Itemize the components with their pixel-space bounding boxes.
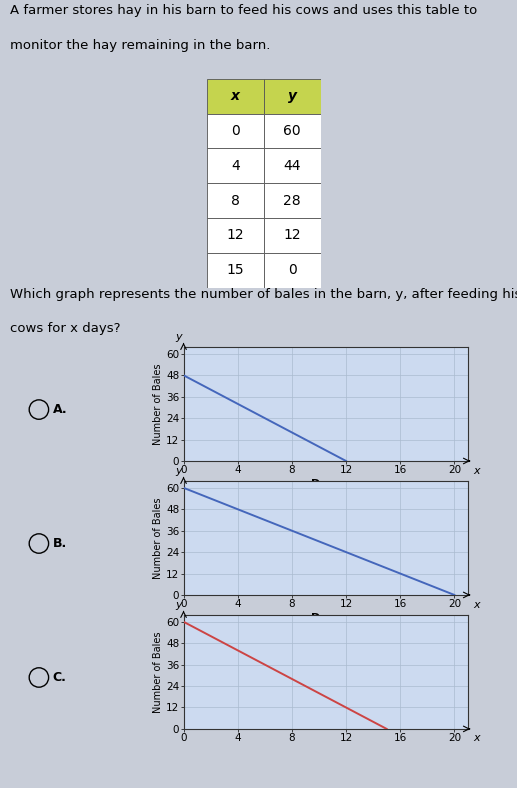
Text: 0: 0: [231, 124, 239, 138]
Text: y: y: [175, 466, 182, 476]
Text: y: y: [175, 600, 182, 610]
Text: Which graph represents the number of bales in the barn, y, after feeding his: Which graph represents the number of bal…: [10, 288, 517, 300]
Text: x: x: [474, 600, 480, 609]
Text: 12: 12: [283, 229, 301, 243]
Y-axis label: Number of Bales: Number of Bales: [154, 497, 163, 578]
Text: 28: 28: [283, 194, 301, 207]
Text: x: x: [474, 734, 480, 743]
Text: A farmer stores hay in his barn to feed his cows and uses this table to: A farmer stores hay in his barn to feed …: [10, 4, 478, 17]
Text: 8: 8: [231, 194, 240, 207]
Text: 15: 15: [226, 263, 244, 277]
Bar: [264, 253, 321, 288]
Text: x: x: [231, 89, 240, 103]
Text: y: y: [175, 333, 182, 342]
Bar: [207, 113, 264, 148]
Bar: [264, 113, 321, 148]
Text: y: y: [287, 89, 297, 103]
Bar: [264, 218, 321, 253]
Bar: [207, 218, 264, 253]
Bar: [207, 253, 264, 288]
X-axis label: Days: Days: [311, 613, 341, 623]
Text: 12: 12: [226, 229, 244, 243]
Bar: [207, 184, 264, 218]
Text: 4: 4: [231, 159, 239, 173]
Text: monitor the hay remaining in the barn.: monitor the hay remaining in the barn.: [10, 39, 271, 51]
Text: 44: 44: [283, 159, 301, 173]
Y-axis label: Number of Bales: Number of Bales: [154, 631, 163, 712]
Y-axis label: Number of Bales: Number of Bales: [154, 363, 163, 444]
Text: C.: C.: [53, 671, 67, 684]
Bar: [207, 79, 264, 113]
Text: cows for x days?: cows for x days?: [10, 322, 121, 335]
X-axis label: Days: Days: [311, 479, 341, 489]
Bar: [207, 148, 264, 184]
Bar: [264, 184, 321, 218]
Text: 0: 0: [288, 263, 296, 277]
Bar: [264, 148, 321, 184]
Text: A.: A.: [53, 403, 67, 416]
Text: B.: B.: [53, 537, 67, 550]
Text: x: x: [474, 466, 480, 475]
Text: 60: 60: [283, 124, 301, 138]
Bar: [264, 79, 321, 113]
